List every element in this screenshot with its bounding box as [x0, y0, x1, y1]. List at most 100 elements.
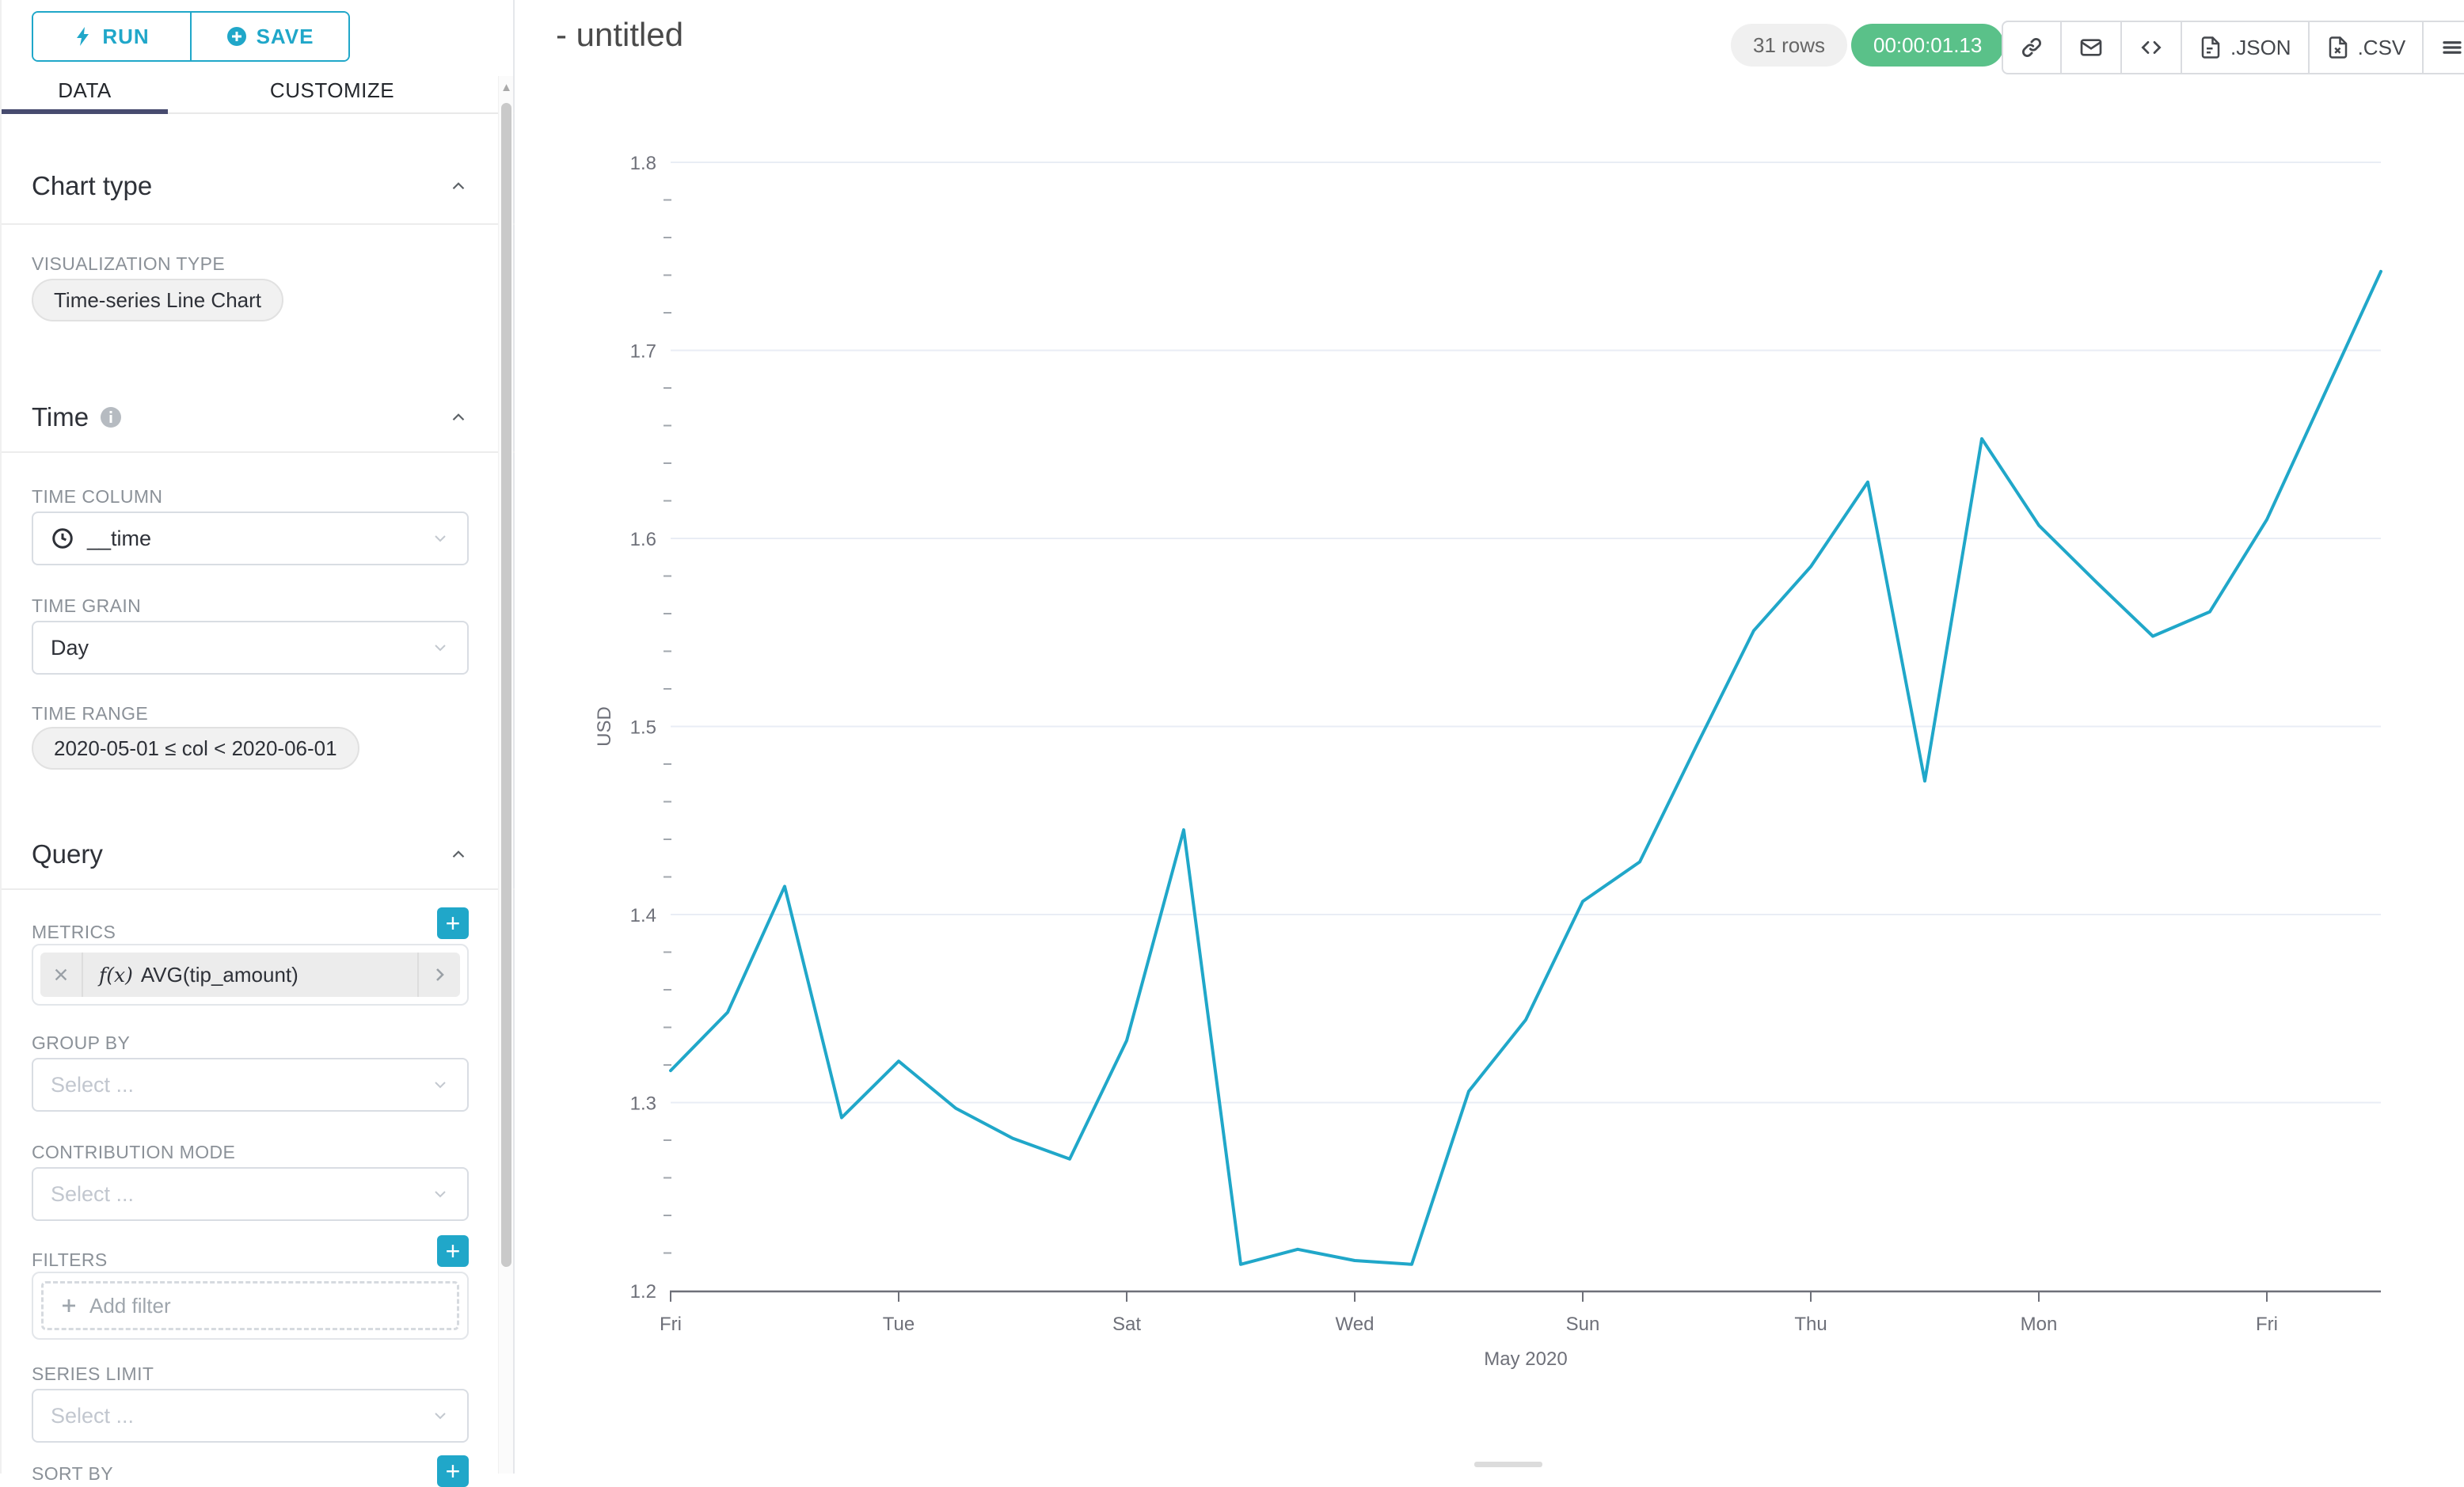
section-chart-type[interactable]: Chart type [32, 171, 469, 201]
more-options-button[interactable] [2422, 22, 2464, 73]
contribution-mode-placeholder: Select ... [51, 1181, 135, 1206]
time-grain-value: Day [51, 635, 89, 660]
export-toolbar: .JSON .CSV [2002, 21, 2464, 74]
scrollbar-thumb[interactable] [501, 103, 511, 1267]
section-query-title: Query [32, 839, 103, 869]
metric-item-label: AVG(tip_amount) [140, 962, 298, 987]
svg-text:1.8: 1.8 [630, 153, 656, 174]
visualization-type-label: VISUALIZATION TYPE [32, 253, 226, 274]
group-by-select[interactable]: Select ... [32, 1058, 469, 1112]
group-by-placeholder: Select ... [51, 1072, 135, 1097]
svg-text:Mon: Mon [2021, 1314, 2058, 1335]
file-json-icon [2199, 36, 2223, 59]
export-json-button[interactable]: .JSON [2181, 22, 2308, 73]
lightning-icon [74, 26, 93, 47]
chevron-down-icon [431, 1185, 450, 1204]
add-filter-dropzone[interactable]: Add filter [41, 1281, 459, 1330]
add-filter-label: Add filter [89, 1293, 171, 1318]
plus-circle-icon [226, 26, 247, 47]
time-column-select[interactable]: __time [32, 512, 469, 565]
email-button[interactable] [2060, 22, 2120, 73]
copy-link-button[interactable] [2003, 22, 2060, 73]
chart-pane: - untitled 31 rows 00:00:01.13 .JSON [515, 0, 2464, 1474]
tab-data[interactable]: DATA [58, 78, 112, 102]
chevron-down-icon [431, 1406, 450, 1425]
metrics-control: f(x) AVG(tip_amount) [32, 944, 469, 1006]
chevron-up-icon [448, 844, 469, 865]
tabs-divider [2, 112, 515, 114]
series-limit-label: SERIES LIMIT [32, 1363, 154, 1384]
svg-text:May 2020: May 2020 [1484, 1348, 1567, 1370]
info-icon [100, 406, 122, 428]
menu-icon [2440, 36, 2464, 59]
file-csv-icon [2326, 36, 2350, 59]
contribution-mode-label: CONTRIBUTION MODE [32, 1142, 236, 1162]
line-chart-canvas: 1.2 1.3 1.4 1.5 1.6 1.7 1.8 Fri Tue Sat Wed Sun Thu M… [594, 153, 2382, 1370]
chevron-up-icon [448, 407, 469, 428]
svg-text:Wed: Wed [1336, 1314, 1375, 1335]
svg-text:Fri: Fri [660, 1314, 682, 1335]
chevron-down-icon [431, 529, 450, 548]
export-csv-button[interactable]: .CSV [2307, 22, 2423, 73]
embed-code-button[interactable] [2120, 22, 2181, 73]
row-count-badge: 31 rows [1731, 24, 1848, 67]
svg-text:Thu: Thu [1794, 1314, 1827, 1335]
export-json-label: .JSON [2230, 35, 2291, 59]
time-column-value: __time [87, 526, 152, 550]
time-grain-select[interactable]: Day [32, 621, 469, 675]
export-csv-label: .CSV [2357, 35, 2406, 59]
close-icon[interactable] [40, 953, 83, 997]
chart-title[interactable]: - untitled [556, 16, 684, 53]
panel-scrollbar[interactable]: ▲ [498, 76, 513, 1474]
link-icon [2020, 36, 2044, 59]
svg-text:1.5: 1.5 [630, 717, 656, 739]
metric-item[interactable]: f(x) AVG(tip_amount) [40, 953, 460, 997]
section-chart-type-title: Chart type [32, 171, 153, 200]
svg-text:Fri: Fri [2256, 1314, 2278, 1335]
control-panel: RUN SAVE DATA CUSTOMIZE Chart type VISUA… [0, 0, 515, 1487]
pane-resize-handle[interactable] [1474, 1462, 1542, 1467]
section-query[interactable]: Query [32, 839, 469, 869]
svg-text:1.7: 1.7 [630, 341, 656, 363]
chevron-down-icon [431, 1075, 450, 1094]
section-time[interactable]: Time [32, 402, 469, 432]
email-icon [2078, 35, 2104, 60]
run-button[interactable]: RUN [33, 13, 190, 60]
svg-text:1.3: 1.3 [630, 1093, 656, 1115]
svg-text:Tue: Tue [883, 1314, 914, 1335]
add-metric-button[interactable]: + [437, 907, 469, 939]
save-button[interactable]: SAVE [190, 13, 348, 60]
tab-customize[interactable]: CUSTOMIZE [269, 78, 395, 102]
add-sort-by-button[interactable]: + [437, 1455, 469, 1487]
svg-text:1.6: 1.6 [630, 529, 656, 550]
panel-tabs: DATA CUSTOMIZE [2, 68, 496, 112]
time-range-label: TIME RANGE [32, 703, 149, 724]
contribution-mode-select[interactable]: Select ... [32, 1167, 469, 1221]
visualization-type-pill[interactable]: Time-series Line Chart [32, 279, 284, 321]
time-grain-label: TIME GRAIN [32, 595, 142, 616]
clock-icon [51, 527, 74, 550]
section-divider [2, 888, 515, 890]
chevron-right-icon[interactable] [417, 953, 460, 997]
svg-text:Sat: Sat [1112, 1314, 1141, 1335]
time-range-pill[interactable]: 2020-05-01 ≤ col < 2020-06-01 [32, 727, 359, 770]
filters-label: FILTERS [32, 1249, 108, 1270]
section-divider [2, 223, 515, 225]
svg-text:1.4: 1.4 [630, 905, 656, 926]
run-save-button-group: RUN SAVE [32, 11, 350, 62]
code-icon [2139, 35, 2164, 60]
filters-control: Add filter [32, 1272, 469, 1340]
add-filter-plus-button[interactable]: + [437, 1235, 469, 1267]
section-time-title: Time [32, 402, 89, 432]
scroll-up-icon[interactable]: ▲ [500, 81, 512, 94]
series-limit-select[interactable]: Select ... [32, 1389, 469, 1443]
section-divider [2, 451, 515, 453]
active-tab-indicator [2, 109, 168, 114]
chevron-up-icon [448, 176, 469, 196]
sort-by-label: SORT BY [32, 1463, 113, 1484]
svg-text:1.2: 1.2 [630, 1281, 656, 1303]
svg-text:USD: USD [594, 706, 615, 747]
group-by-label: GROUP BY [32, 1033, 131, 1053]
svg-text:Sun: Sun [1566, 1314, 1600, 1335]
series-limit-placeholder: Select ... [51, 1403, 135, 1428]
